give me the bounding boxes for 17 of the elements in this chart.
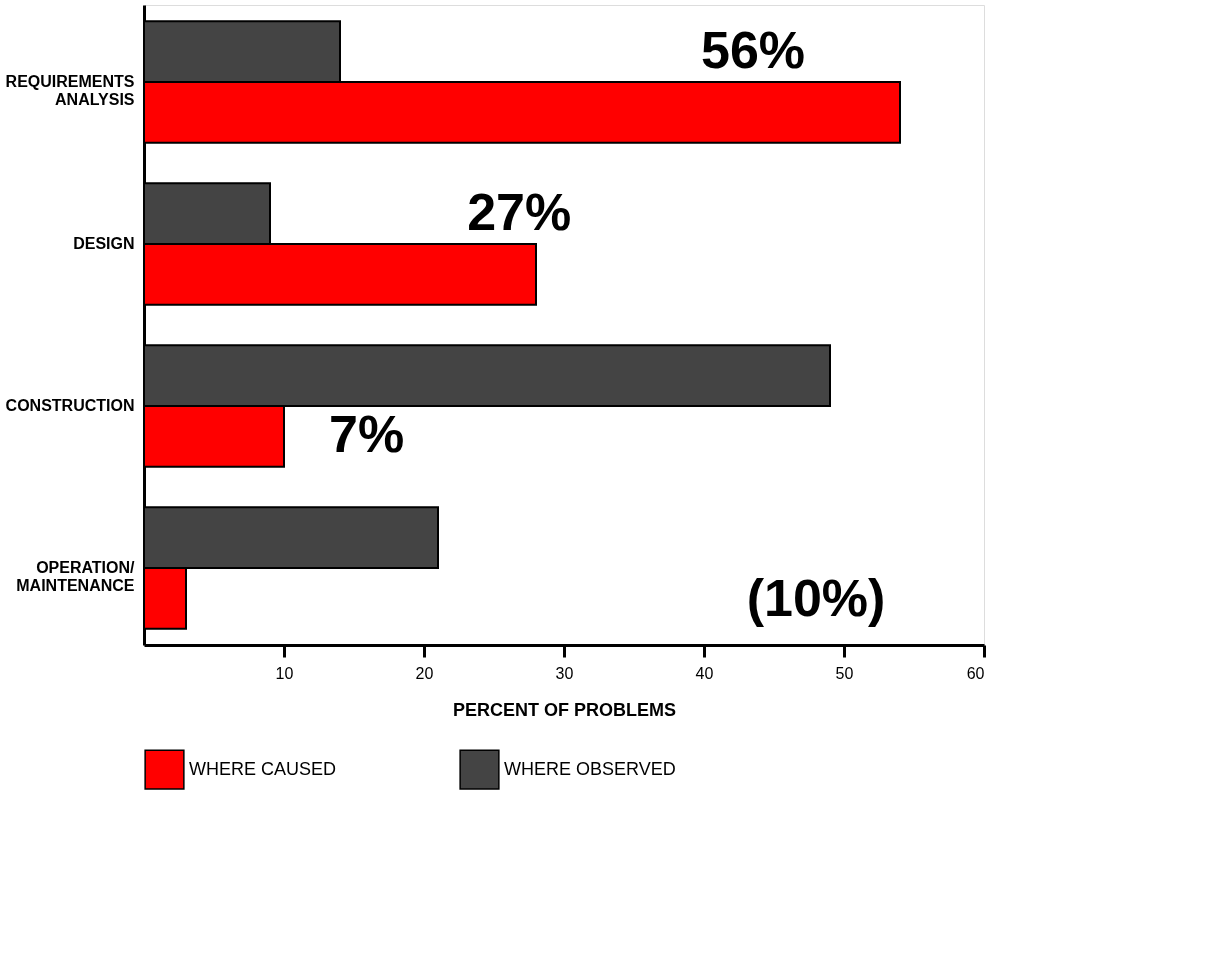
y-tick-label: DESIGN — [73, 234, 135, 252]
x-tick-label: 30 — [555, 664, 574, 682]
legend-label: WHERE OBSERVED — [504, 758, 676, 779]
x-tick-label: 10 — [275, 664, 294, 682]
y-tick-label: OPERATION/ MAINTENANCE — [16, 559, 136, 595]
y-tick-label: CONSTRUCTION — [5, 397, 135, 415]
legend-label: WHERE CAUSED — [189, 758, 337, 779]
x-tick-label: 40 — [695, 664, 714, 682]
x-tick-label: 60 — [966, 664, 985, 682]
annotation: 27% — [467, 182, 572, 241]
x-axis-title: PERCENT OF PROBLEMS — [452, 699, 677, 720]
y-tick-label: REQUIREMENTS ANALYSIS — [5, 72, 135, 108]
annotation: 7% — [329, 405, 405, 464]
x-tick-label: 50 — [835, 664, 854, 682]
annotation: (10%) — [746, 569, 886, 628]
x-tick-label: 20 — [415, 664, 434, 682]
annotation: 56% — [700, 20, 806, 79]
